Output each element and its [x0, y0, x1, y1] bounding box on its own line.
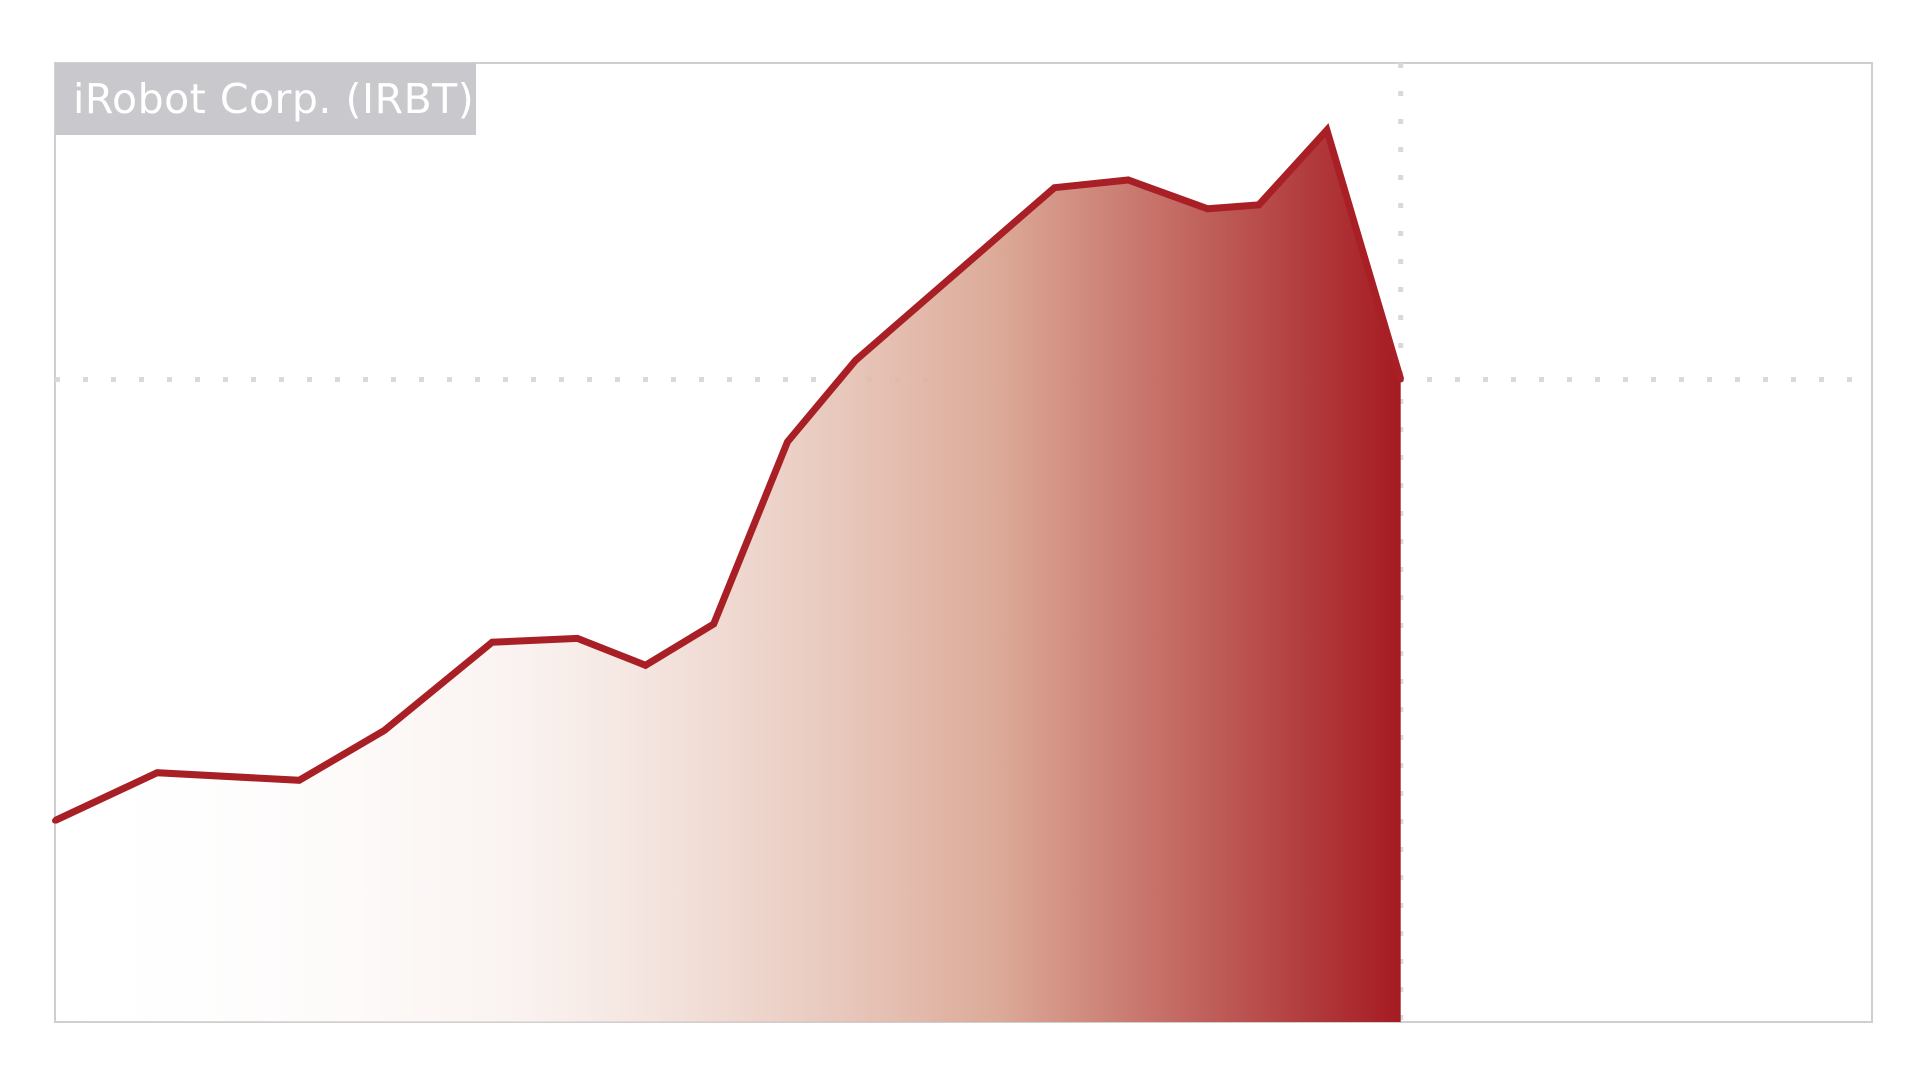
data-point [1397, 376, 1404, 383]
data-point [1204, 205, 1211, 212]
data-point [1125, 177, 1132, 183]
chart-title-box: iRobot Corp. (IRBT) [55, 63, 476, 135]
line-layer [52, 123, 1405, 824]
data-point [1323, 127, 1330, 134]
data-point [784, 438, 791, 445]
data-point [1051, 184, 1058, 191]
chart-title: iRobot Corp. (IRBT) [73, 75, 475, 123]
area-layer [55, 130, 1401, 1023]
data-point [642, 662, 649, 669]
grid-layer [55, 63, 1872, 1022]
data-point [710, 621, 717, 627]
data-point [381, 727, 388, 734]
data-point [574, 635, 581, 642]
data-point [52, 817, 58, 824]
series-line [53, 123, 1405, 824]
data-point [296, 777, 303, 784]
data-point [154, 769, 161, 776]
series-area [55, 130, 1401, 1023]
data-point [489, 639, 496, 646]
data-point [852, 357, 859, 364]
data-point [1255, 201, 1262, 208]
